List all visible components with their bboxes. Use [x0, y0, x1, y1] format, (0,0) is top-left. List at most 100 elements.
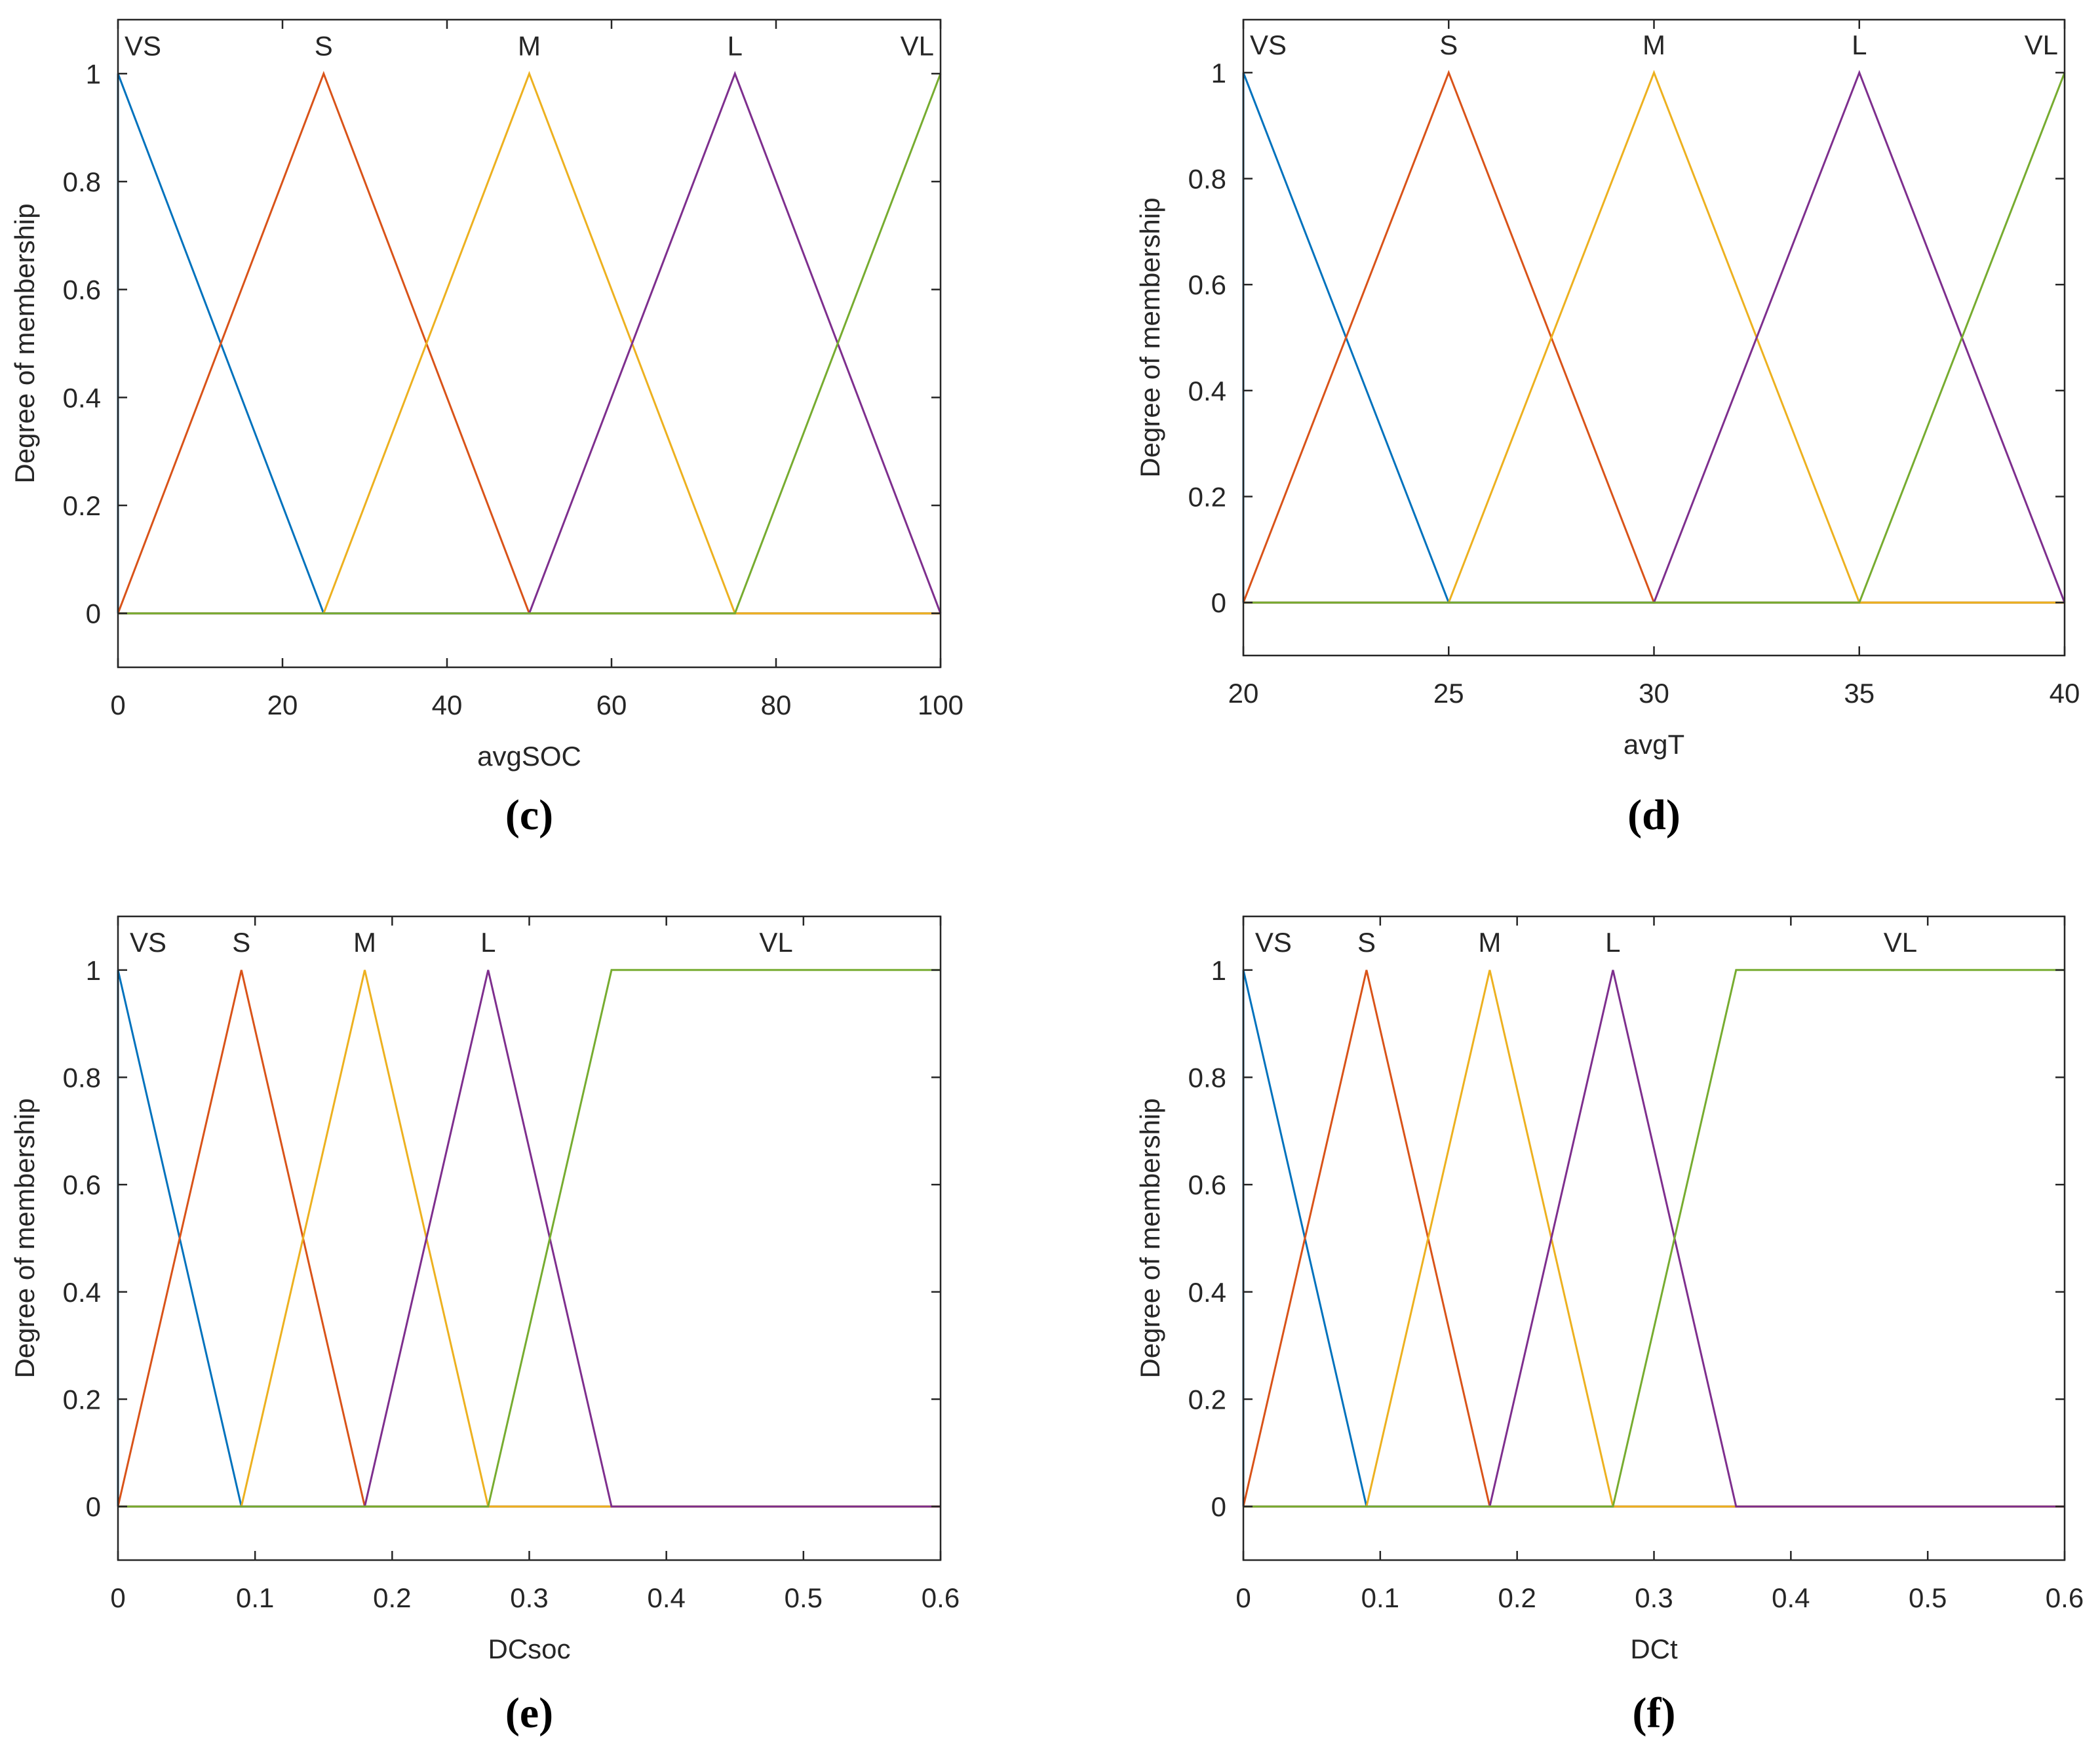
- x-tick-label: 40: [432, 690, 463, 720]
- x-tick-label: 60: [596, 690, 627, 720]
- x-tick-label: 0.1: [236, 1582, 274, 1613]
- y-tick-label: 0.6: [1188, 1169, 1226, 1200]
- y-tick-label: 1: [86, 58, 101, 89]
- y-tick-label: 0.6: [63, 275, 101, 305]
- y-tick-label: 0.2: [63, 1384, 101, 1415]
- x-tick-label: 40: [2050, 678, 2080, 709]
- series-line-s: [117, 969, 941, 1508]
- series-line-l: [1243, 969, 2065, 1508]
- y-tick-label: 0: [1211, 1491, 1226, 1522]
- x-axis-label: DCsoc: [488, 1634, 570, 1664]
- y-tick-label: 0.6: [1188, 269, 1226, 300]
- mf-label-vs: VS: [125, 30, 161, 61]
- chart-panel-3: 0 0.1 0.2 0.3 0.4 0.5 0.6 0 0.2 0.4 0.6 0.8 1 DCt Degr…: [1135, 915, 2084, 1737]
- plot-frame: [117, 915, 942, 1561]
- plot-frame: [1242, 915, 2066, 1561]
- y-tick-label: 0.2: [1188, 482, 1226, 513]
- x-tick-label: 0.5: [1909, 1582, 1947, 1613]
- mf-label-s: S: [1357, 927, 1376, 958]
- panel-label: (d): [1627, 791, 1681, 839]
- y-tick-label: 0.8: [1188, 1063, 1226, 1093]
- y-tick-label: 0.8: [63, 1063, 101, 1093]
- series-line-vs: [1242, 969, 2065, 1508]
- y-tick-label: 0.2: [1188, 1384, 1226, 1415]
- series-line-m: [1243, 969, 2065, 1508]
- x-tick-label: 0.5: [785, 1582, 823, 1613]
- y-tick-label: 0: [86, 598, 101, 629]
- mf-label-l: L: [728, 30, 743, 61]
- series-line-m: [118, 71, 941, 615]
- mf-label-vl: VL: [1884, 927, 1917, 958]
- y-tick-label: 0.6: [63, 1169, 101, 1200]
- mf-label-vs: VS: [1255, 927, 1292, 958]
- mf-label-vl: VL: [759, 927, 792, 958]
- x-tick-label: 0.6: [922, 1582, 960, 1613]
- plot-frame: [117, 18, 942, 669]
- y-axis-label: Degree of membership: [9, 1098, 40, 1378]
- y-tick-label: 0: [1211, 587, 1226, 618]
- x-tick-label: 0.3: [1635, 1582, 1673, 1613]
- x-tick-label: 20: [267, 690, 298, 720]
- series-line-m: [1243, 69, 2065, 604]
- chart-panel-2: 0 0.1 0.2 0.3 0.4 0.5 0.6 0 0.2 0.4 0.6 0.8 1 DCsoc De…: [9, 915, 960, 1737]
- y-axis-label: Degree of membership: [9, 203, 40, 483]
- panel-label: (c): [505, 791, 553, 839]
- mf-label-l: L: [480, 927, 496, 958]
- x-tick-label: 80: [761, 690, 792, 720]
- x-tick-label: 0: [1235, 1582, 1251, 1613]
- series-line-vl: [118, 969, 941, 1508]
- x-tick-label: 35: [1844, 678, 1875, 709]
- x-axis-label: avgSOC: [477, 741, 581, 772]
- x-tick-label: 100: [918, 690, 963, 720]
- x-tick-label: 20: [1228, 678, 1259, 709]
- panel-label: (f): [1633, 1689, 1676, 1737]
- series-line-m: [118, 969, 941, 1508]
- y-tick-label: 0.4: [63, 1277, 101, 1308]
- series-line-l: [118, 71, 942, 615]
- mf-label-s: S: [315, 30, 333, 61]
- series-line-s: [1242, 69, 2065, 604]
- series-line-vl: [1243, 969, 2065, 1508]
- x-tick-label: 0: [110, 690, 125, 720]
- x-tick-label: 0.2: [373, 1582, 411, 1613]
- mf-label-m: M: [1478, 927, 1501, 958]
- mf-label-l: L: [1852, 29, 1867, 60]
- y-tick-label: 0.4: [63, 382, 101, 413]
- mf-label-vs: VS: [130, 927, 166, 958]
- mf-label-vs: VS: [1250, 29, 1287, 60]
- y-tick-label: 1: [1211, 58, 1226, 88]
- y-tick-label: 0.8: [63, 166, 101, 197]
- y-tick-label: 0.2: [63, 490, 101, 521]
- y-tick-label: 0: [86, 1491, 101, 1522]
- mf-label-m: M: [1643, 29, 1665, 60]
- mf-label-vl: VL: [901, 30, 934, 61]
- mf-label-m: M: [353, 927, 376, 958]
- series-line-vs: [117, 969, 941, 1508]
- chart-panel-1: 20 25 30 35 40 0 0.2 0.4 0.6 0.8 1 avgT Degree of me…: [1135, 18, 2080, 839]
- mf-label-s: S: [232, 927, 250, 958]
- x-axis-label: DCt: [1630, 1634, 1678, 1664]
- series-line-l: [118, 969, 941, 1508]
- x-tick-label: 0.3: [510, 1582, 548, 1613]
- y-tick-label: 0.8: [1188, 164, 1226, 195]
- y-axis-label: Degree of membership: [1135, 197, 1165, 477]
- y-tick-label: 0.4: [1188, 376, 1226, 406]
- x-tick-label: 0.1: [1361, 1582, 1399, 1613]
- x-tick-label: 25: [1433, 678, 1464, 709]
- series-line-s: [117, 71, 941, 615]
- y-tick-label: 1: [1211, 955, 1226, 986]
- y-axis-label: Degree of membership: [1135, 1098, 1165, 1378]
- panel-label: (e): [505, 1689, 553, 1737]
- y-tick-label: 1: [86, 955, 101, 986]
- x-tick-label: 0.2: [1498, 1582, 1536, 1613]
- series-line-l: [1243, 69, 2066, 604]
- mf-label-s: S: [1439, 29, 1458, 60]
- mf-label-vl: VL: [2025, 29, 2058, 60]
- x-tick-label: 0.4: [647, 1582, 685, 1613]
- series-line-vs: [117, 73, 941, 615]
- series-line-vl: [1243, 72, 2066, 604]
- series-line-vs: [1242, 72, 2065, 604]
- x-axis-label: avgT: [1624, 729, 1684, 760]
- series-line-vl: [118, 73, 942, 615]
